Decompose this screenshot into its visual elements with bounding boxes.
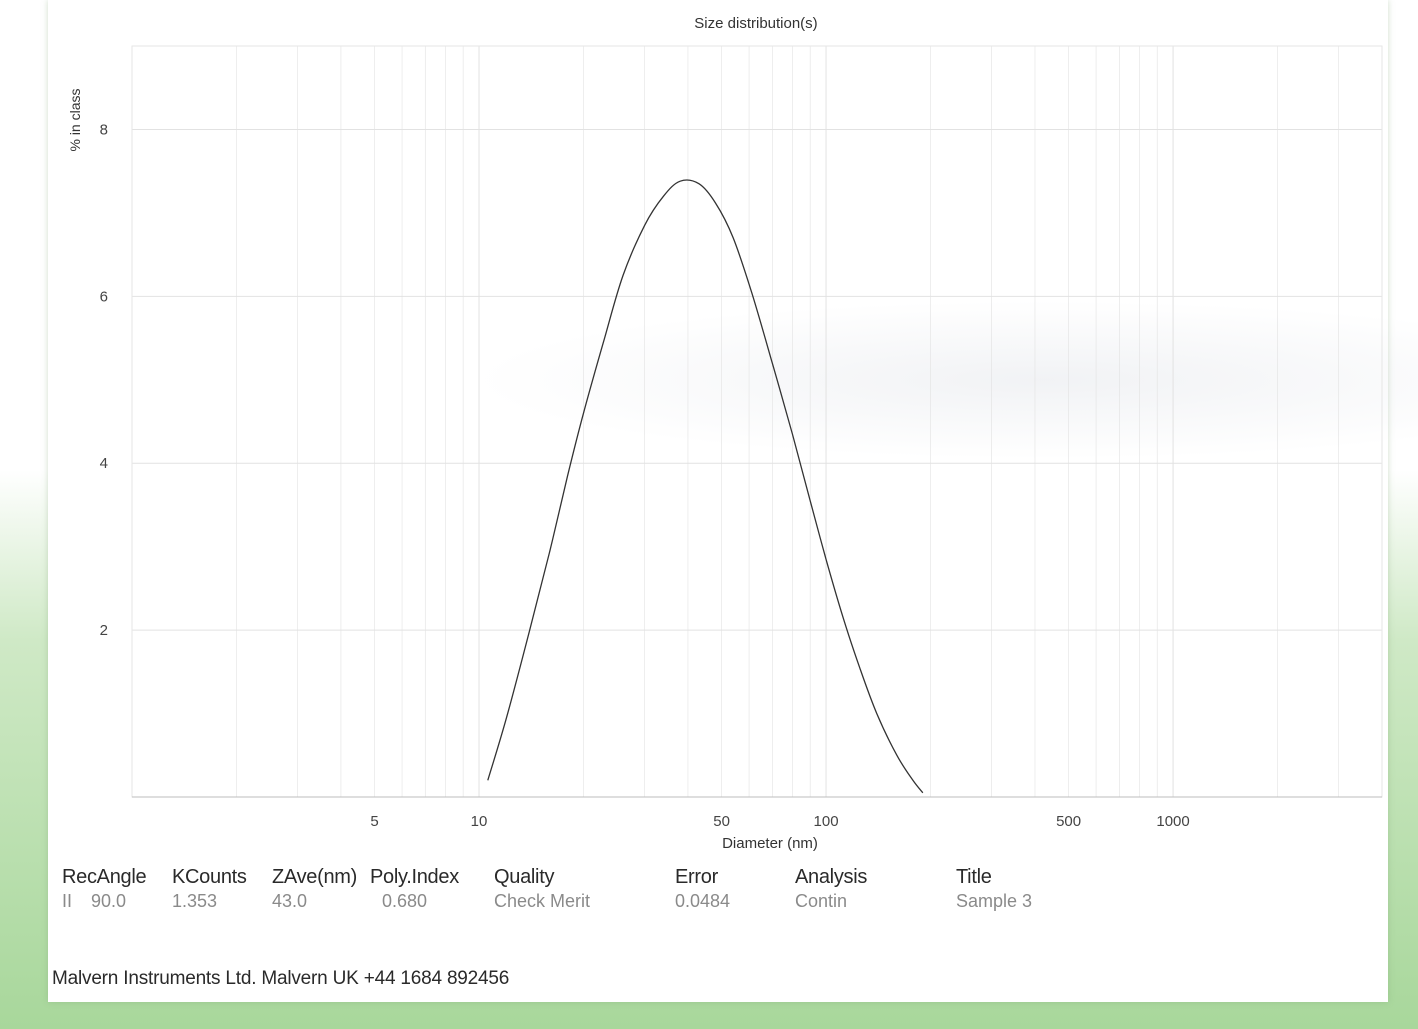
stat-kcounts: KCounts 1.353 [172, 866, 247, 912]
stat-analysis: Analysis Contin [795, 866, 867, 912]
y-tick-label: 6 [100, 288, 108, 305]
stat-zave: ZAve(nm) 43.0 [272, 866, 357, 912]
series-layer [487, 179, 924, 794]
stat-value-poly-index: 0.680 [382, 891, 428, 911]
stat-value-rec-angle: II 90.0 [62, 891, 146, 912]
stat-header-error: Error [675, 866, 718, 888]
stat-value-zave: 43.0 [272, 891, 308, 911]
x-tick-label: 1000 [1156, 813, 1189, 830]
stat-error: Error 0.0484 [675, 866, 730, 912]
footer-company-info: Malvern Instruments Ltd. Malvern UK +44 … [52, 968, 510, 989]
x-tick-label: 5 [370, 813, 378, 830]
y-tick-label: 4 [100, 455, 108, 472]
rec-angle-value: 90.0 [91, 891, 127, 911]
chart-title: Size distribution(s) [694, 15, 817, 32]
x-tick-label: 500 [1056, 813, 1081, 830]
stat-header-rec-angle: RecAngle [62, 866, 147, 888]
report-page [48, 0, 1418, 1002]
size-distribution-chart: 5 10 50 100 500 1000 2 4 6 8 Size distribution(s)… [67, 15, 1383, 852]
stat-header-quality: Quality [494, 866, 555, 888]
stat-value-analysis: Contin [795, 891, 848, 911]
stat-header-zave: ZAve(nm) [272, 866, 358, 888]
y-tick-label: 8 [100, 121, 108, 138]
x-tick-label: 10 [471, 813, 488, 830]
rec-marker: II [62, 891, 73, 911]
stat-rec-angle: RecAngle II 90.0 [62, 866, 147, 912]
stat-header-kcounts: KCounts [172, 866, 247, 888]
stat-value-quality: Check Merit [494, 891, 591, 911]
x-tick-label: 100 [814, 813, 839, 830]
statistics-table: RecAngle II 90.0 KCounts 1.353 ZAve(nm) … [62, 866, 1362, 926]
stat-header-poly-index: Poly.Index [370, 866, 459, 888]
stat-value-kcounts: 1.353 [172, 891, 218, 911]
stat-header-title: Title [956, 866, 992, 888]
distribution-curve [487, 179, 924, 794]
stat-quality: Quality Check Merit [494, 866, 590, 912]
x-tick-label: 50 [713, 813, 730, 830]
tick-labels: 5 10 50 100 500 1000 2 4 6 8 [100, 121, 1190, 830]
stat-title: Title Sample 3 [956, 866, 1032, 912]
stat-value-error: 0.0484 [675, 891, 731, 911]
stat-poly-index: Poly.Index 0.680 [370, 866, 459, 912]
y-axis-label: % in class [67, 88, 83, 151]
y-tick-label: 2 [100, 622, 108, 639]
x-axis-label: Diameter (nm) [722, 835, 818, 852]
plot-frame [131, 45, 1383, 798]
axes [131, 45, 1383, 798]
stat-header-analysis: Analysis [795, 866, 868, 888]
grid-lines [131, 46, 1383, 797]
stat-value-title: Sample 3 [956, 891, 1033, 911]
